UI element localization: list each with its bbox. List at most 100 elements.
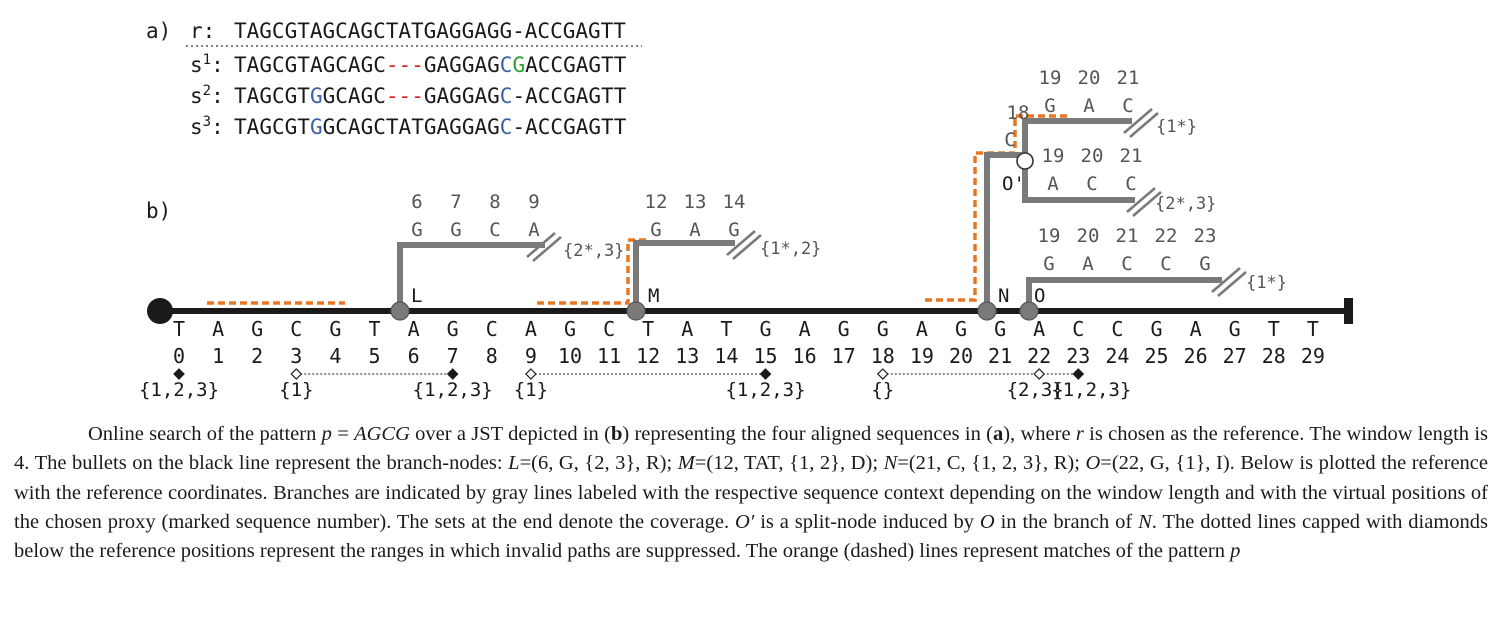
branch-letter: A — [1083, 95, 1095, 117]
sequence-char: G — [310, 84, 323, 108]
coverage-diamond — [1033, 368, 1046, 380]
node-label: O — [1034, 285, 1045, 307]
branch-position: 19 — [1039, 67, 1062, 89]
sequence-char: G — [487, 115, 500, 139]
break-mark-O — [1211, 267, 1247, 297]
node-label: N — [998, 285, 1009, 307]
reference-letter: T — [1268, 317, 1280, 341]
branch-letter: A — [528, 219, 540, 241]
reference-position: 13 — [675, 344, 699, 368]
sequence-char: G — [487, 53, 500, 77]
reference-letter: G — [877, 317, 889, 341]
sequence-char: G — [424, 84, 437, 108]
panel-b-label: b) — [146, 199, 171, 223]
break-mark-M — [726, 230, 762, 260]
sequence-char: A — [474, 53, 487, 77]
branch-coverage: {1*,2} — [760, 239, 821, 259]
coverage-diamond — [173, 368, 185, 380]
svg-text:r:: r: — [190, 19, 215, 43]
coverage-diamond — [290, 368, 303, 380]
sequence-char: A — [576, 84, 589, 108]
branch-letter: G — [1044, 95, 1055, 117]
break-mark-O-prime-lower — [1126, 187, 1162, 217]
sequence-char: C — [373, 53, 386, 77]
branch-letter: A — [1082, 253, 1094, 275]
branch-node — [1019, 301, 1039, 321]
sequence-char: G — [361, 115, 374, 139]
alignment-row-s2: s2: TAGCGTGGCAGC---GAGGAGC-ACCGAGTT — [190, 83, 627, 108]
sequence-char: G — [563, 53, 576, 77]
branch-letter: G — [450, 219, 461, 241]
sequence-char: T — [411, 115, 424, 139]
sequence-char: A — [525, 115, 538, 139]
reference-position: 8 — [486, 344, 498, 368]
sequence-char: C — [500, 53, 513, 77]
sequence-char: C — [550, 115, 563, 139]
branch-break-marks — [526, 108, 1247, 297]
sequence-char: C — [550, 84, 563, 108]
branch-position: 20 — [1081, 145, 1104, 167]
sequence-char: G — [462, 115, 475, 139]
sequence-char: C — [373, 115, 386, 139]
branch-position: 20 — [1077, 225, 1100, 247]
coverage-label: {1,2,3} — [725, 379, 805, 401]
sequence-char: G — [259, 115, 272, 139]
reference-position: 24 — [1105, 344, 1129, 368]
reference-letter: G — [955, 317, 967, 341]
sequence-char: A — [348, 53, 361, 77]
sequence-char: T — [601, 53, 614, 77]
coverage-diamond — [1072, 368, 1085, 380]
sequence-char: T — [601, 115, 614, 139]
sequence-char: T — [601, 84, 614, 108]
reference-letter: A — [681, 317, 693, 341]
node-label: O' — [1002, 173, 1025, 195]
branch-coverage: {2*,3} — [563, 241, 624, 261]
sequence-char: A — [437, 115, 450, 139]
branch-position: 20 — [1078, 67, 1101, 89]
sequence-char: C — [373, 84, 386, 108]
reference-position: 25 — [1144, 344, 1168, 368]
sequence-char: C — [272, 115, 285, 139]
sequence-char: A — [247, 84, 260, 108]
coverage-label: {1,2,3} — [1051, 379, 1131, 401]
sequence-char: C — [500, 115, 513, 139]
sequence-r: TAGCGTAGCAGCTATGAGGAGG-ACCGAGTT — [234, 19, 626, 43]
reference-letter: C — [1111, 317, 1123, 341]
branch-M — [633, 240, 735, 310]
reference-position: 20 — [949, 344, 973, 368]
match-paths — [207, 114, 1068, 305]
reference-position: 0 — [173, 344, 185, 368]
branch-letter: G — [728, 219, 739, 241]
reference-position: 10 — [558, 344, 582, 368]
sequence-char: A — [474, 84, 487, 108]
sequence-char: C — [335, 115, 348, 139]
reference-letter: A — [525, 317, 537, 341]
reference-letter: C — [603, 317, 615, 341]
coverage-diamond — [759, 368, 772, 380]
sequence-char: G — [323, 53, 336, 77]
coverage-label: {1} — [279, 379, 313, 401]
reference-letter: C — [486, 317, 498, 341]
sequence-char: G — [424, 53, 437, 77]
sequence-char: T — [234, 115, 247, 139]
sequence-char: G — [512, 53, 525, 77]
reference-position: 9 — [525, 344, 537, 368]
sequence-char: A — [399, 115, 412, 139]
sequence-char: G — [462, 53, 475, 77]
sequence-char: C — [335, 53, 348, 77]
branch-letter: G — [1043, 253, 1054, 275]
sequence-char: C — [550, 53, 563, 77]
branch-letter: G — [1199, 253, 1210, 275]
branch-coverage: {1*} — [1156, 117, 1197, 137]
svg-text:s3:: s3: — [190, 114, 224, 139]
alignment-row-r: r: TAGCGTAGCAGCTATGAGGAGG-ACCGAGTT — [190, 19, 626, 43]
sequence-s3: TAGCGTGGCAGCTATGAGGAGC-ACCGAGTT — [234, 115, 627, 139]
sequence-char: - — [411, 84, 424, 108]
sequence-char: C — [538, 115, 551, 139]
sequence-char: - — [399, 53, 412, 77]
sequence-char: T — [614, 84, 627, 108]
reference-letter: G — [447, 317, 459, 341]
branch-position: 19 — [1042, 145, 1065, 167]
sequence-char: A — [437, 53, 450, 77]
